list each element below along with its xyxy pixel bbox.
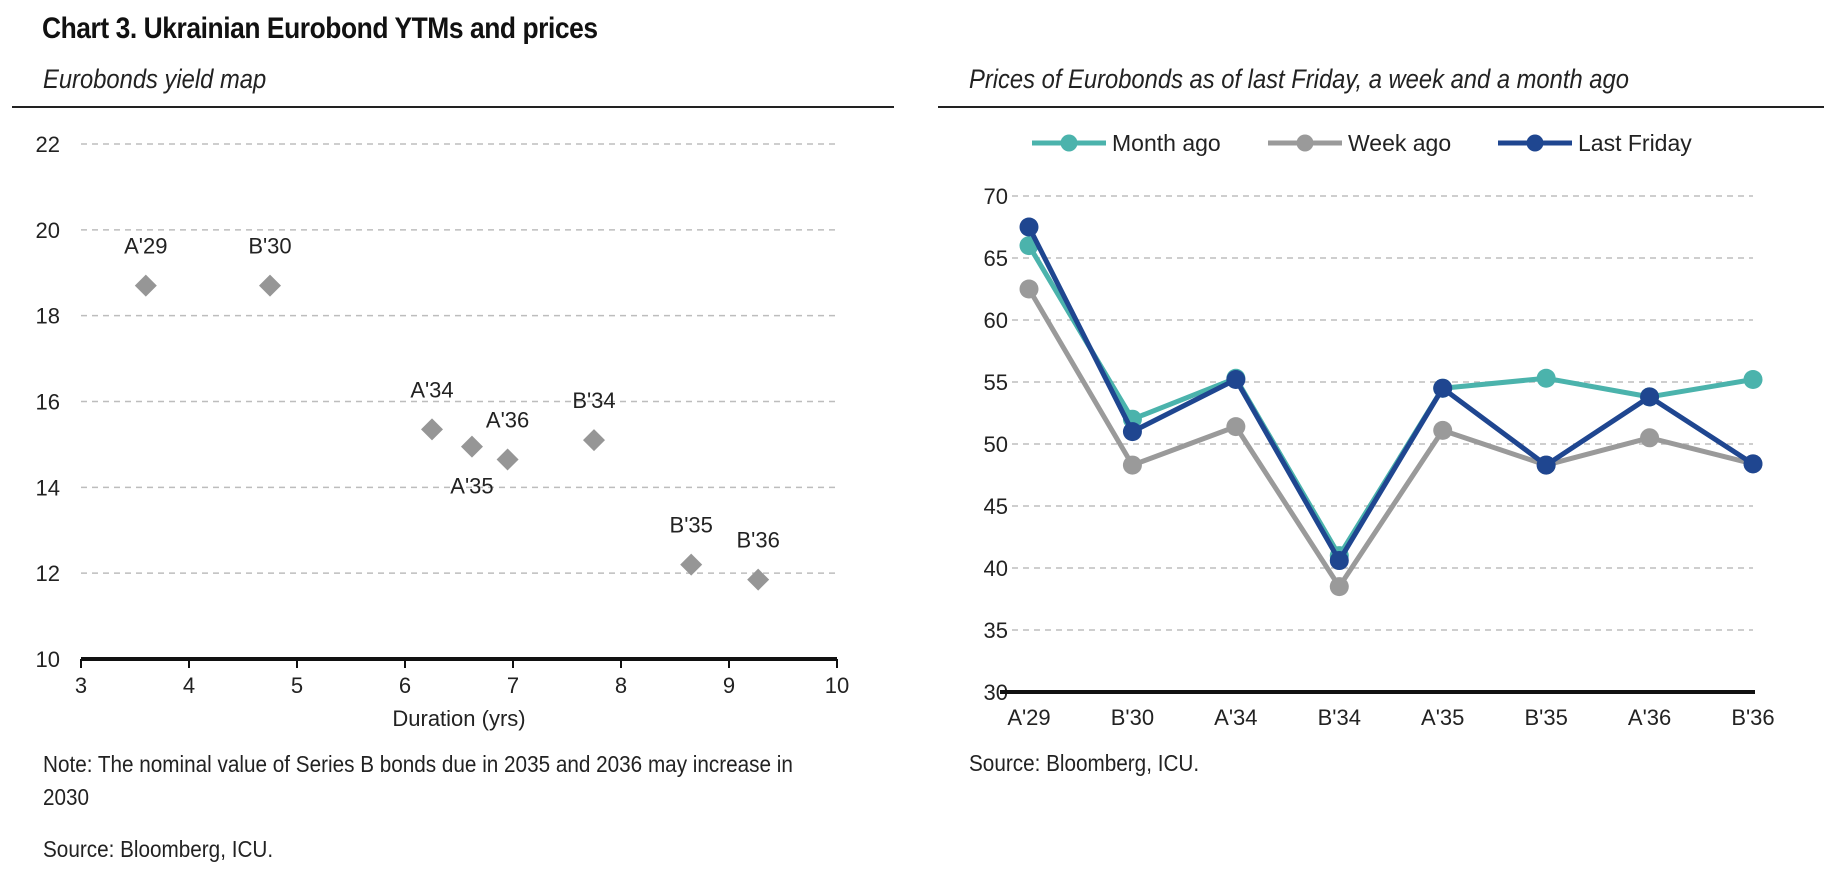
- point-label: B'30: [248, 234, 291, 259]
- chart-title: Chart 3. Ukrainian Eurobond YTMs and pri…: [42, 12, 598, 45]
- x-tick-label: B'34: [1318, 705, 1361, 730]
- point-label: A'29: [124, 234, 167, 259]
- x-tick-label: B'30: [1111, 705, 1154, 730]
- series-point: [1019, 279, 1039, 299]
- y-tick-label: 70: [984, 184, 1008, 209]
- point-label: B'34: [572, 388, 615, 413]
- series-point: [1536, 455, 1556, 475]
- y-tick-label: 50: [984, 432, 1008, 457]
- yield-map-subtitle: Eurobonds yield map: [43, 64, 267, 94]
- yield-map-chart: 10 12 14 16 18 20 22 3 4 5 6 7 8 9 10 Duration (yrs) A'2…: [36, 132, 850, 731]
- data-point-diamond: [421, 418, 443, 441]
- point-label: B'35: [670, 513, 713, 538]
- legend-marker: [1296, 134, 1314, 152]
- yield-map-source: Source: Bloomberg, ICU.: [43, 836, 274, 862]
- legend-marker: [1060, 134, 1078, 152]
- data-point-diamond: [680, 553, 703, 576]
- series-point: [1433, 420, 1453, 440]
- data-point-diamond: [259, 274, 281, 297]
- yield-map-note: Note: The nominal value of Series B bond…: [43, 748, 873, 814]
- note-line-2: 2030: [43, 784, 90, 810]
- prices-source: Source: Bloomberg, ICU.: [969, 750, 1200, 776]
- y-tick-label: 16: [36, 390, 60, 415]
- data-point-diamond: [460, 435, 483, 458]
- y-tick-label: 10: [36, 647, 60, 672]
- series-line: [1026, 287, 1754, 590]
- data-point-diamond: [747, 568, 770, 591]
- series-point: [1536, 368, 1556, 388]
- point-label: A'34: [410, 377, 453, 402]
- data-point-diamond: [583, 429, 605, 452]
- prices-divider: [938, 106, 1824, 108]
- x-tick-label: B'36: [1731, 705, 1774, 730]
- series-point: [1743, 454, 1763, 474]
- series-point: [1329, 551, 1349, 571]
- data-point-diamond: [134, 274, 157, 297]
- data-point-diamond: [496, 448, 519, 471]
- x-tick-label: 8: [615, 673, 627, 698]
- y-tick-label: 14: [36, 475, 60, 500]
- x-tick-label: B'35: [1524, 705, 1567, 730]
- series-point: [1226, 370, 1246, 390]
- y-tick-label: 45: [984, 494, 1008, 519]
- x-tick-label: 4: [183, 673, 195, 698]
- x-axis-title: Duration (yrs): [392, 706, 525, 731]
- x-tick-label: 3: [75, 673, 87, 698]
- series-point: [1226, 417, 1246, 437]
- yield-map-divider: [12, 106, 894, 108]
- legend-label: Week ago: [1348, 130, 1451, 156]
- legend-label: Month ago: [1112, 130, 1221, 156]
- prices-subtitle: Prices of Eurobonds as of last Friday, a…: [969, 64, 1629, 94]
- point-label: A'36: [486, 407, 529, 432]
- y-tick-label: 35: [984, 618, 1008, 643]
- note-line-1: Note: The nominal value of Series B bond…: [43, 751, 793, 777]
- x-tick-label: 10: [825, 673, 849, 698]
- series-point: [1640, 428, 1660, 448]
- series-line: [1026, 225, 1755, 564]
- y-tick-label: 55: [984, 370, 1008, 395]
- x-tick-label: 5: [291, 673, 303, 698]
- series-point: [1329, 577, 1349, 597]
- x-tick-label: 9: [723, 673, 735, 698]
- x-tick-label: A'35: [1421, 705, 1464, 730]
- series-point: [1019, 217, 1039, 237]
- y-tick-label: 65: [984, 246, 1008, 271]
- point-label: B'36: [736, 528, 779, 553]
- y-tick-label: 22: [36, 132, 60, 157]
- series-point: [1122, 455, 1142, 475]
- series-point: [1743, 370, 1763, 390]
- series-point: [1433, 378, 1453, 398]
- y-tick-label: 60: [984, 308, 1008, 333]
- x-tick-label: A'34: [1214, 705, 1257, 730]
- legend-label: Last Friday: [1578, 130, 1692, 156]
- x-tick-label: A'29: [1007, 705, 1050, 730]
- series-point: [1122, 422, 1142, 442]
- x-tick-label: A'36: [1628, 705, 1671, 730]
- series-point: [1640, 387, 1660, 407]
- point-label: A'35: [450, 474, 493, 499]
- y-tick-label: 18: [36, 304, 60, 329]
- y-tick-label: 40: [984, 556, 1008, 581]
- y-tick-label: 12: [36, 561, 60, 586]
- legend-marker: [1526, 134, 1544, 152]
- x-tick-label: 7: [507, 673, 519, 698]
- x-tick-label: 6: [399, 673, 411, 698]
- y-tick-label: 20: [36, 218, 60, 243]
